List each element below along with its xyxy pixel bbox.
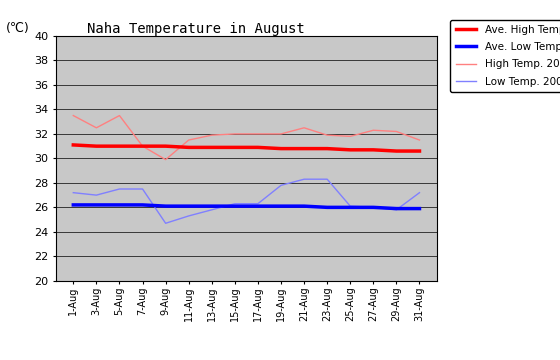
Low Temp. 2008 <box>139 187 146 191</box>
Low Temp. 2008 <box>70 190 77 195</box>
Ave. High Temp. <box>116 144 123 148</box>
Ave. Low Temp. <box>208 204 215 208</box>
Ave. Low Temp. <box>231 204 238 208</box>
Line: Ave. High Temp.: Ave. High Temp. <box>73 145 419 151</box>
Ave. High Temp. <box>231 145 238 149</box>
Ave. High Temp. <box>278 147 284 151</box>
Text: (℃): (℃) <box>6 22 29 35</box>
Ave. High Temp. <box>162 144 169 148</box>
High Temp. 2008 <box>255 132 262 136</box>
Ave. Low Temp. <box>93 203 100 207</box>
Low Temp. 2008 <box>208 208 215 212</box>
High Temp. 2008 <box>278 132 284 136</box>
Ave. Low Temp. <box>301 204 307 208</box>
High Temp. 2008 <box>393 129 400 134</box>
Low Temp. 2008 <box>93 193 100 197</box>
Low Temp. 2008 <box>347 204 353 208</box>
Ave. Low Temp. <box>393 206 400 211</box>
Ave. High Temp. <box>255 145 262 149</box>
Low Temp. 2008 <box>393 208 400 212</box>
Line: Ave. Low Temp.: Ave. Low Temp. <box>73 205 419 208</box>
High Temp. 2008 <box>370 128 377 132</box>
Ave. High Temp. <box>416 149 423 153</box>
High Temp. 2008 <box>93 126 100 130</box>
Ave. Low Temp. <box>116 203 123 207</box>
Low Temp. 2008 <box>231 202 238 206</box>
Ave. High Temp. <box>208 145 215 149</box>
High Temp. 2008 <box>324 133 330 137</box>
High Temp. 2008 <box>185 138 192 142</box>
Line: High Temp. 2008: High Temp. 2008 <box>73 116 419 159</box>
High Temp. 2008 <box>347 134 353 139</box>
Ave. Low Temp. <box>162 204 169 208</box>
Ave. Low Temp. <box>255 204 262 208</box>
High Temp. 2008 <box>301 126 307 130</box>
Low Temp. 2008 <box>370 205 377 210</box>
High Temp. 2008 <box>139 144 146 148</box>
Ave. Low Temp. <box>416 206 423 211</box>
Ave. Low Temp. <box>139 203 146 207</box>
Ave. High Temp. <box>70 143 77 147</box>
Line: Low Temp. 2008: Low Temp. 2008 <box>73 179 419 223</box>
High Temp. 2008 <box>116 113 123 118</box>
Low Temp. 2008 <box>255 202 262 206</box>
Ave. High Temp. <box>93 144 100 148</box>
Low Temp. 2008 <box>185 214 192 218</box>
Low Temp. 2008 <box>116 187 123 191</box>
Ave. High Temp. <box>393 149 400 153</box>
Ave. High Temp. <box>347 148 353 152</box>
Ave. High Temp. <box>139 144 146 148</box>
Ave. High Temp. <box>324 147 330 151</box>
Legend: Ave. High Temp., Ave. Low Temp., High Temp. 2008, Low Temp. 2008: Ave. High Temp., Ave. Low Temp., High Te… <box>450 19 560 92</box>
Ave. Low Temp. <box>278 204 284 208</box>
Low Temp. 2008 <box>301 177 307 181</box>
Ave. Low Temp. <box>185 204 192 208</box>
Low Temp. 2008 <box>278 183 284 188</box>
Ave. Low Temp. <box>70 203 77 207</box>
Text: Naha Temperature in August: Naha Temperature in August <box>87 22 305 36</box>
High Temp. 2008 <box>208 133 215 137</box>
Ave. High Temp. <box>301 147 307 151</box>
High Temp. 2008 <box>70 113 77 118</box>
Ave. Low Temp. <box>370 205 377 210</box>
High Temp. 2008 <box>231 132 238 136</box>
High Temp. 2008 <box>162 157 169 162</box>
Ave. Low Temp. <box>324 205 330 210</box>
Low Temp. 2008 <box>162 221 169 225</box>
Ave. Low Temp. <box>347 205 353 210</box>
Ave. High Temp. <box>185 145 192 149</box>
Low Temp. 2008 <box>324 177 330 181</box>
High Temp. 2008 <box>416 138 423 142</box>
Ave. High Temp. <box>370 148 377 152</box>
Low Temp. 2008 <box>416 190 423 195</box>
